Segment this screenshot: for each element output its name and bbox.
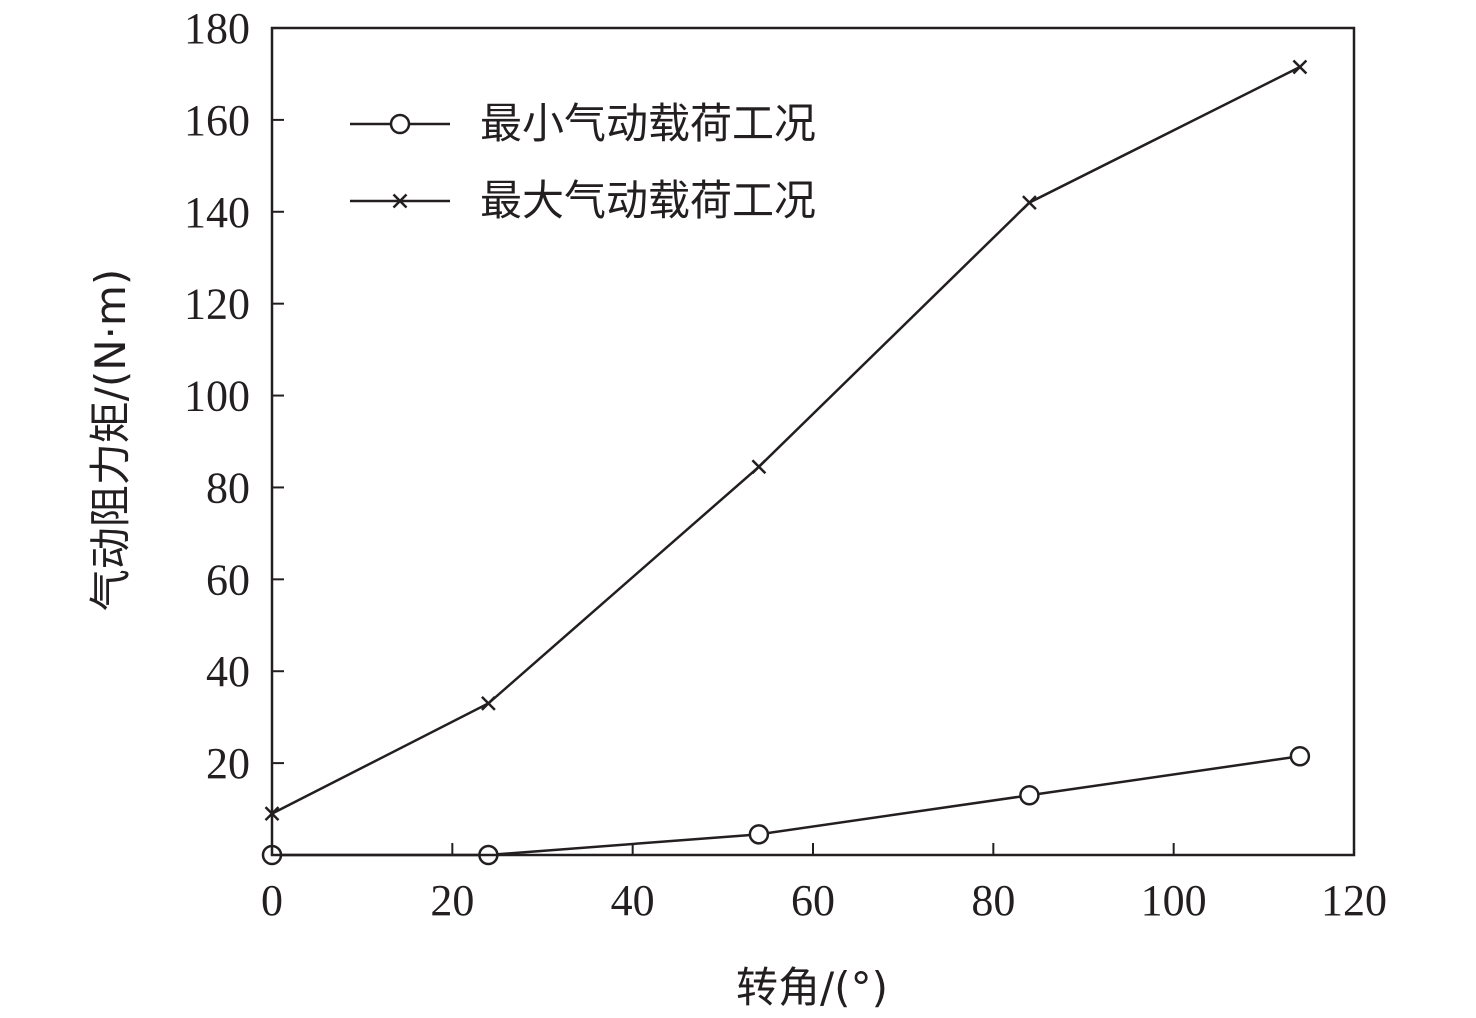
data-point [1022,195,1037,210]
legend-marker [389,113,411,135]
series-min [261,745,1311,866]
y-tick-label: 80 [206,463,250,512]
y-tick-label: 160 [184,96,250,145]
legend-label-min: 最小气动载荷工况 [480,99,816,148]
marker-stroke [392,193,408,209]
x-axis-title: 转角/(°) [736,963,888,1012]
marker-stroke [481,695,496,711]
y-tick-label: 180 [184,4,250,53]
data-point [1289,745,1311,767]
legend-label-max: 最大气动载荷工况 [480,176,816,225]
x-tick-label: 40 [611,876,655,925]
data-point [1292,59,1308,75]
data-point [1019,785,1040,806]
y-tick-label: 40 [206,647,250,696]
data-point [481,695,496,711]
legend-marker [392,193,408,209]
x-tick-label: 100 [1141,876,1207,925]
y-tick-label: 100 [184,372,250,421]
y-tick-label: 60 [206,555,250,604]
series-max [264,59,1308,822]
data-point [748,824,770,845]
x-tick-label: 60 [791,876,835,925]
legend: 最小气动载荷工况 最大气动载荷工况 [350,99,816,225]
marker-stroke [1022,195,1037,210]
marker-stroke [1292,59,1308,75]
series-line [272,754,1301,857]
x-tick-label: 0 [261,876,283,925]
marker-stroke [751,459,767,475]
axes: 0 20 40 60 80 100 120 20 40 60 80 100 120 140 160 180 [184,4,1387,925]
y-axis-title: 气动阻力矩/(N·m) [86,269,135,612]
plot-area [261,59,1311,866]
y-tick-label: 120 [184,280,250,329]
x-tick-label: 120 [1321,876,1387,925]
x-tick-label: 80 [971,876,1015,925]
data-point [751,459,767,475]
x-tick-label: 20 [430,876,474,925]
y-tick-label: 20 [206,739,250,788]
y-tick-label: 140 [184,188,250,237]
